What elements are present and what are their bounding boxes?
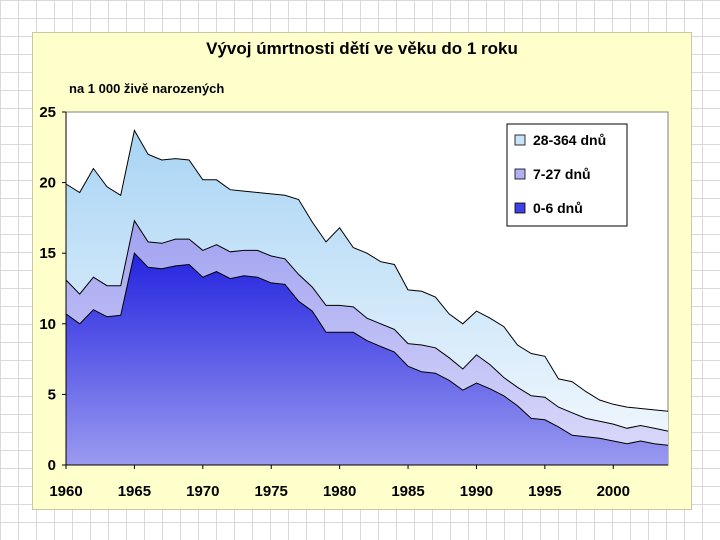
y-tick-label: 15 [39, 245, 56, 262]
x-tick-label: 1960 [49, 483, 82, 500]
area-0-6-dnu [66, 253, 668, 465]
x-tick-label: 1965 [118, 483, 151, 500]
x-tick-label: 2000 [597, 483, 630, 500]
x-tick-label: 1970 [186, 483, 219, 500]
legend-swatch [514, 134, 526, 146]
x-tick-label: 1985 [391, 483, 424, 500]
chart-subtitle: na 1 000 živě narozených [69, 81, 225, 96]
x-tick-label: 1990 [460, 483, 493, 500]
y-tick-label: 10 [39, 316, 56, 333]
legend-label: 0-6 dnů [533, 200, 583, 216]
x-tick-label: 1995 [528, 483, 561, 500]
legend-label: 7-27 dnů [533, 166, 591, 182]
area-0-6-dnu-outline [65, 252, 669, 446]
chart-title: Vývoj úmrtnosti dětí ve věku do 1 roku [206, 39, 518, 58]
y-tick-label: 0 [48, 457, 56, 474]
legend-label: 28-364 dnů [533, 132, 606, 148]
area-7-27-dnu [66, 220, 668, 446]
legend: 28-364 dnů 7-27 dnů 0-6 dnů [506, 123, 628, 227]
legend-box [506, 123, 628, 227]
x-tick-label: 1980 [323, 483, 356, 500]
legend-swatch [514, 168, 526, 180]
x-tick-label: 1975 [255, 483, 288, 500]
legend-swatch [514, 202, 526, 214]
y-tick-label: 5 [48, 386, 56, 403]
area-28-364-dnu-outline [65, 129, 669, 412]
y-tick-label: 20 [39, 175, 56, 192]
axes: 0 5 10 15 20 25 1960 1965 1970 1975 1980 1985 1990 19… [39, 104, 668, 500]
area-28-364-dnu [66, 130, 668, 432]
y-tick-label: 25 [39, 104, 56, 121]
area-7-27-dnu-outline [65, 219, 669, 432]
